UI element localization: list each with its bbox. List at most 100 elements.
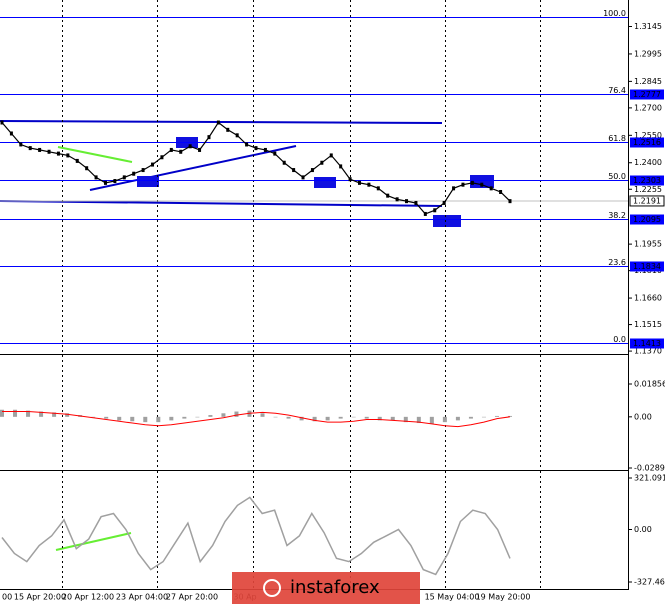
x-tick-label: 23 Apr 04:00 (116, 593, 168, 602)
price-bar (480, 182, 484, 187)
price-bar (160, 155, 164, 160)
macd-bar (468, 416, 473, 419)
macd-bar (377, 416, 382, 421)
macd-bar (299, 416, 304, 421)
y-tick-label: 321.0916 (634, 474, 665, 483)
price-bar (273, 151, 277, 156)
price-bar (19, 142, 23, 147)
price-bar (405, 199, 409, 204)
watermark: instaforex (290, 577, 380, 598)
price-bar (386, 193, 390, 198)
macd-bar (130, 416, 135, 422)
y-tick-label: 1.2700 (634, 103, 662, 112)
y-tick-label: 1.1660 (634, 294, 662, 303)
price-box-label: 1.2516 (633, 138, 661, 147)
macd-bar (273, 416, 278, 418)
macd-bar (442, 416, 447, 423)
fib-level-label: 76.4 (608, 86, 626, 95)
fib-level-label: 0.0 (613, 335, 626, 344)
price-bar (226, 127, 230, 132)
macd-bar (455, 416, 460, 421)
macd-bar (403, 416, 408, 423)
price-box (630, 261, 664, 272)
signal-line (2, 411, 511, 428)
price-bar (433, 208, 437, 213)
price-bar (357, 180, 361, 185)
divergence-line (55, 532, 132, 551)
price-box (630, 214, 664, 225)
price-bar (489, 186, 493, 191)
price-bar (499, 190, 503, 194)
macd-bar (13, 409, 18, 417)
price-bar (414, 200, 418, 205)
price-box-label: 1.1834 (633, 262, 661, 271)
price-bar (301, 175, 305, 180)
price-bar (216, 120, 220, 125)
macd-bar (52, 412, 57, 417)
watermark-logo (263, 579, 281, 597)
y-tick-label: 0.00 (634, 525, 652, 534)
price-bar (329, 153, 333, 158)
price-bar (245, 142, 249, 147)
y-tick-label: 1.1515 (634, 320, 662, 329)
price-bar (442, 200, 446, 205)
price-bar (367, 182, 371, 187)
price-box (630, 89, 664, 100)
macd-bar (416, 416, 421, 424)
macd-bar (65, 413, 70, 417)
macd-bar (156, 416, 161, 423)
macd-bar (208, 415, 213, 417)
price-bar (188, 144, 192, 149)
channel-bottom (0, 200, 443, 207)
x-tick-label: 00 (2, 593, 12, 602)
signal-box (433, 215, 461, 227)
price-bar (151, 162, 155, 167)
price-bar (263, 147, 267, 152)
price-bar (376, 186, 380, 191)
y-tick-label: 1.1370 (634, 347, 662, 356)
trend-line (89, 145, 297, 191)
macd-bar (364, 416, 369, 419)
price-bar (207, 135, 211, 140)
price-bar (470, 180, 474, 185)
y-tick-label: 1.1955 (634, 240, 662, 249)
macd-bar (91, 416, 96, 418)
y-tick-label: 0.01856 (634, 380, 665, 389)
price-box (630, 175, 664, 186)
price-bar (452, 186, 456, 191)
price-bar (28, 146, 32, 151)
signal-box (314, 177, 336, 188)
x-tick-label: 15 Apr 20:00 (14, 593, 66, 602)
macd-bar (338, 416, 343, 419)
price-bar (9, 131, 13, 136)
cci-line (1, 496, 511, 576)
macd-bar (508, 415, 512, 417)
macd-bar (195, 416, 200, 418)
price-bar (132, 171, 136, 176)
price-bar (254, 146, 258, 151)
price-bar (508, 199, 512, 204)
y-tick-label: 1.2995 (634, 49, 662, 58)
price-box-label: 1.2303 (633, 176, 661, 185)
price-bar (75, 158, 79, 163)
fib-level-label: 23.6 (608, 258, 626, 267)
macd-bar (169, 416, 174, 421)
macd-bar (325, 416, 330, 421)
price-bar (198, 147, 202, 152)
fib-level-label: 61.8 (608, 134, 626, 143)
y-tick-label: 1.2255 (634, 185, 662, 194)
price-bar (461, 182, 465, 187)
y-tick-label: 1.2845 (634, 77, 662, 86)
price-bar (122, 175, 126, 180)
y-tick-label: -0.02892 (634, 464, 665, 473)
fib-level-label: 100.0 (603, 9, 626, 18)
x-tick-label: 19 May 20:00 (476, 593, 531, 602)
y-tick-label: 1.2550 (634, 131, 662, 140)
macd-bar (104, 416, 109, 419)
current-price-label: 1.2191 (633, 196, 661, 205)
price-box-label: 1.1413 (633, 339, 661, 348)
macd-bar (390, 416, 395, 421)
macd-bar (260, 413, 265, 417)
current-price-box (629, 195, 665, 207)
